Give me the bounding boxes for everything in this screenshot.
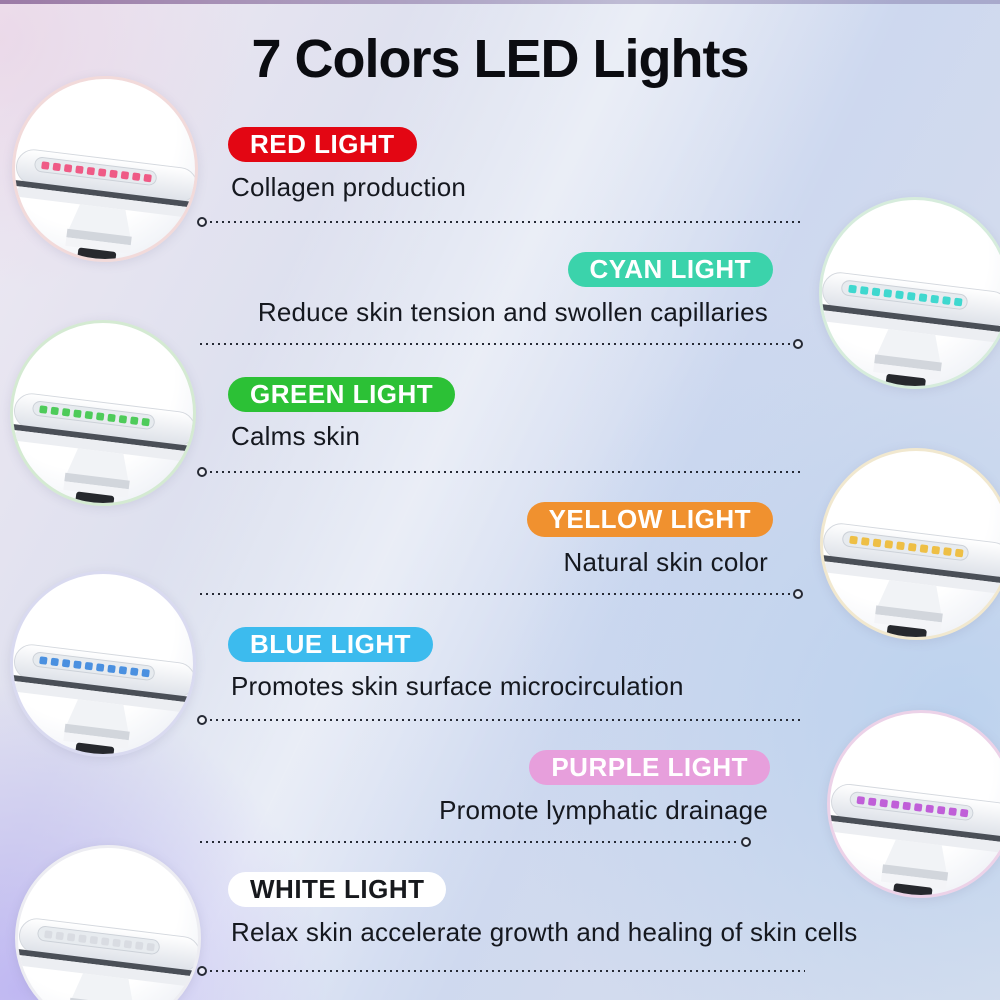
device-red-leds-icon [12, 90, 198, 262]
description-purple-light: Promote lymphatic drainage [439, 795, 768, 825]
device-white-leds-icon [15, 859, 201, 1000]
description-red-light: Collagen production [231, 172, 467, 202]
badge-yellow-light: YELLOW LIGHT [526, 502, 773, 537]
badge-red-light: RED LIGHT [228, 127, 417, 162]
device-blue-leds-icon [10, 585, 196, 757]
description-cyan-light: Reduce skin tension and swollen capillar… [257, 297, 768, 327]
divider-endpoint-dot [793, 588, 803, 599]
product-photo-cyan-light [819, 197, 1000, 389]
description-yellow-light: Natural skin color [563, 547, 768, 577]
description-green-light: Calms skin [231, 421, 361, 451]
divider-endpoint-dot [741, 836, 751, 847]
product-photo-red-light [12, 76, 198, 262]
top-edge-gradient [0, 0, 1000, 4]
product-photo-purple-light [827, 710, 1000, 898]
divider-dashed-line [200, 342, 790, 345]
badge-green-light: GREEN LIGHT [228, 377, 456, 412]
divider-endpoint-dot [197, 216, 207, 227]
device-purple-leds-icon [827, 724, 1000, 898]
product-photo-green-light [10, 320, 196, 506]
divider-dashed-line [210, 718, 800, 721]
divider-endpoint-dot [197, 965, 207, 976]
badge-cyan-light: CYAN LIGHT [567, 252, 773, 287]
badge-blue-light: BLUE LIGHT [228, 627, 433, 662]
divider-dashed-line [210, 220, 800, 223]
page-title: 7 Colors LED Lights [251, 29, 749, 89]
section-divider [200, 836, 751, 847]
section-divider [200, 338, 803, 349]
device-green-leds-icon [10, 334, 196, 506]
product-photo-blue-light [10, 571, 196, 757]
section-divider [200, 588, 803, 599]
product-photo-yellow-light [820, 448, 1000, 640]
divider-dashed-line [200, 592, 790, 595]
description-blue-light: Promotes skin surface microcirculation [231, 671, 684, 701]
product-photo-white-light [15, 845, 201, 1000]
section-divider [197, 216, 800, 227]
badge-purple-light: PURPLE LIGHT [529, 750, 770, 785]
divider-dashed-line [210, 969, 805, 972]
section-divider [197, 714, 800, 725]
section-divider [197, 965, 805, 976]
divider-endpoint-dot [197, 466, 207, 477]
section-divider [197, 466, 800, 477]
description-white-light: Relax skin accelerate growth and healing… [231, 917, 858, 947]
device-yellow-leds-icon [820, 462, 1000, 640]
divider-endpoint-dot [793, 338, 803, 349]
divider-endpoint-dot [197, 714, 207, 725]
badge-white-light: WHITE LIGHT [228, 872, 447, 907]
device-cyan-leds-icon [819, 211, 1000, 389]
divider-dashed-line [210, 470, 800, 473]
divider-dashed-line [200, 840, 738, 843]
